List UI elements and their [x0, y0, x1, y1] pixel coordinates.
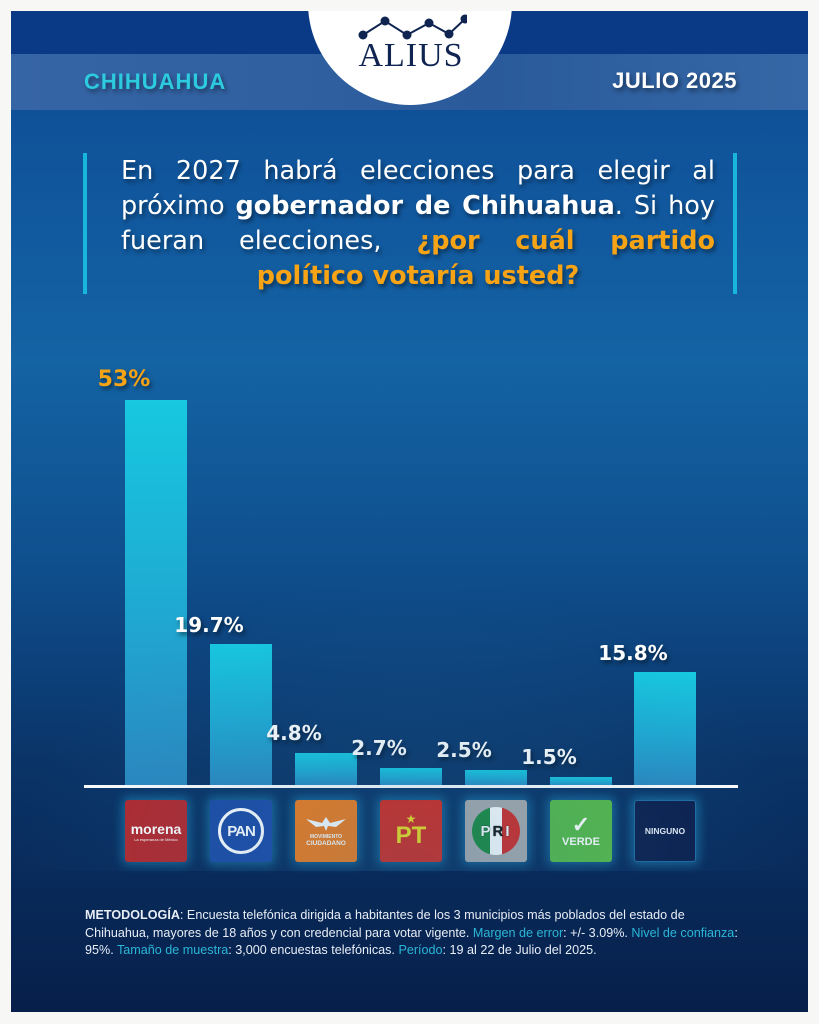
methodology-label: METODOLOGÍA [85, 908, 180, 922]
margin-value: : +/- 3.09%. [563, 925, 632, 940]
sample-value: : 3,000 encuestas telefónicas. [228, 943, 399, 957]
chart-baseline [84, 785, 738, 788]
poll-card: CHIHUAHUA JULIO 2025 ALIUS En 2027 habrá… [11, 11, 808, 1012]
survey-question: En 2027 habrá elecciones para elegir al … [121, 154, 715, 294]
question-text-2: . Si hoy fueran elecciones, [121, 191, 715, 256]
left-accent-bar [83, 153, 87, 294]
verde-logo: ✓ VERDE [550, 800, 612, 862]
sample-label: Tamaño de muestra [116, 943, 229, 957]
pan-ring-icon: PAN [218, 808, 264, 854]
pri-logo: PRI [465, 800, 527, 862]
pri-letter-r: R [492, 822, 506, 840]
pri-letter-p: P [480, 822, 493, 840]
question-emphasis: gobernador de Chihuahua [235, 191, 615, 221]
mc-logo-line2: CIUDADANO [306, 839, 346, 847]
period-label: Período [398, 943, 443, 957]
methodology-note: METODOLOGÍA: Encuesta telefónica dirigid… [85, 907, 745, 960]
toucan-v-icon: ✓ [571, 812, 591, 837]
bar-value-pan: 19.7% [174, 613, 244, 637]
question-text: En 2027 habrá elecciones para elegir al … [121, 156, 715, 221]
ninguno-logo: NINGUNO [634, 800, 696, 862]
bar-value-pt: 2.7% [351, 736, 407, 760]
morena-logo-text: morena [130, 820, 182, 837]
verde-logo-text: VERDE [562, 836, 600, 848]
brand-logo-text: ALIUS [358, 37, 464, 74]
bar-pan [210, 644, 272, 786]
bar-verde [550, 777, 612, 786]
bar-value-pri: 2.5% [436, 738, 492, 762]
period-value: : 19 al 22 de Julio del 2025. [442, 943, 597, 957]
eagle-icon [306, 816, 346, 831]
confidence-label: Nivel de confianza [631, 925, 735, 940]
movimiento-ciudadano-logo: MOVIMIENTO CIUDADANO [295, 800, 357, 862]
ninguno-logo-text: NINGUNO [644, 826, 686, 836]
pt-logo-text: PT [395, 822, 427, 849]
location-label: CHIHUAHUA [84, 69, 227, 94]
morena-logo: morena La esperanza de México [125, 800, 187, 862]
bar-value-verde: 1.5% [521, 745, 577, 769]
pt-logo: ★ PT [380, 800, 442, 862]
line-chart-icon [358, 14, 467, 40]
margin-label: Margen de error [472, 925, 564, 940]
bar-mc [295, 753, 357, 786]
bar-ninguno [634, 672, 696, 786]
date-label: JULIO 2025 [612, 68, 737, 93]
morena-tagline: La esperanza de México [134, 836, 178, 842]
methodology-text: : Encuesta telefónica dirigida a habitan… [85, 908, 685, 940]
pri-letter-i: I [505, 822, 512, 840]
pan-logo: PAN [210, 800, 272, 862]
star-icon: ★ [405, 812, 417, 826]
bar-value-ninguno: 15.8% [598, 641, 668, 665]
pan-logo-text: PAN [227, 822, 256, 840]
bar-value-mc: 4.8% [266, 721, 322, 745]
bar-pri [465, 770, 527, 786]
mc-logo-line1: MOVIMIENTO [309, 833, 343, 840]
bar-chart: 53% 19.7% 4.8% 2.7% 2.5% 1.5% 15.8% more… [11, 11, 808, 1012]
pri-tricolor-icon: PRI [472, 807, 520, 855]
bar-morena [125, 400, 187, 786]
right-accent-bar [733, 153, 737, 294]
bar-value-morena: 53% [97, 367, 151, 392]
question-highlight: ¿por cuál partido político votaría usted… [256, 226, 715, 291]
bar-pt [380, 768, 442, 786]
confidence-value: : 95%. [85, 925, 738, 958]
